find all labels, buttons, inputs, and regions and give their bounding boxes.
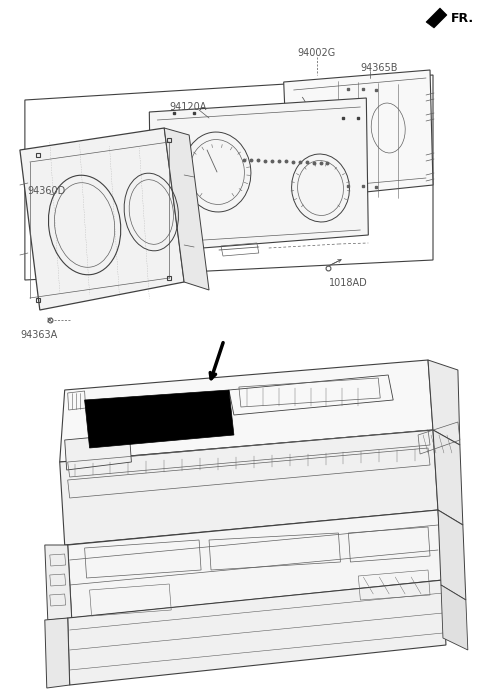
Text: 94360D: 94360D (28, 186, 66, 196)
Polygon shape (428, 360, 460, 445)
Polygon shape (65, 434, 132, 470)
Polygon shape (438, 510, 466, 600)
Polygon shape (441, 585, 468, 650)
Polygon shape (60, 360, 433, 462)
Text: 1018AD: 1018AD (328, 278, 367, 288)
Text: 94363A: 94363A (20, 330, 57, 340)
Polygon shape (433, 430, 463, 525)
Polygon shape (60, 430, 438, 545)
Text: 94365B: 94365B (360, 63, 398, 73)
Polygon shape (426, 8, 447, 28)
Polygon shape (284, 70, 433, 200)
Polygon shape (164, 128, 209, 290)
Text: FR.: FR. (451, 12, 474, 25)
Polygon shape (68, 510, 443, 618)
Polygon shape (84, 390, 234, 448)
Polygon shape (20, 128, 184, 310)
Text: 94120A: 94120A (169, 102, 206, 112)
Polygon shape (45, 545, 72, 620)
Polygon shape (68, 580, 446, 685)
Polygon shape (149, 98, 368, 252)
Polygon shape (45, 618, 70, 688)
Text: 94002G: 94002G (298, 48, 336, 58)
